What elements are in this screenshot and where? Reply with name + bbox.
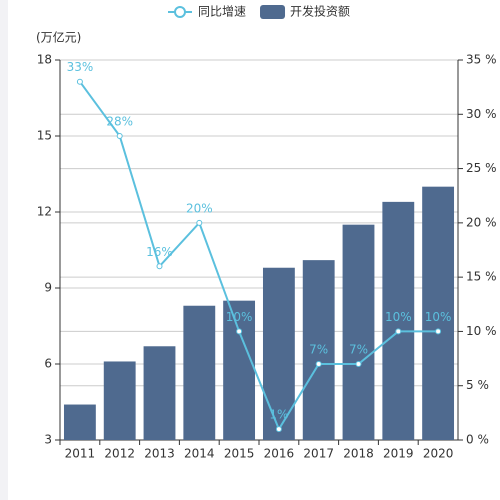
bar (183, 305, 216, 440)
x-tick-label: 2015 (224, 447, 255, 461)
y2-tick-label: 5 % (466, 378, 489, 392)
data-label: 20% (186, 201, 213, 215)
data-label: 10% (226, 310, 253, 324)
y2-tick-label: 15 % (466, 270, 497, 284)
x-tick-label: 2020 (423, 447, 454, 461)
y2-tick-label: 20 % (466, 215, 497, 229)
bar (223, 300, 256, 440)
x-tick-label: 2012 (104, 447, 135, 461)
line-point (196, 219, 203, 226)
line-point (236, 328, 243, 335)
bar (63, 404, 96, 440)
bar (103, 361, 136, 440)
line (79, 81, 439, 432)
y-axis-title: (万亿元) (36, 30, 81, 45)
data-label: 28% (106, 115, 133, 129)
data-label: 7% (309, 343, 328, 357)
x-tick-label: 2018 (343, 447, 374, 461)
legend-label: 同比增速 (198, 5, 246, 19)
data-label: 10% (385, 310, 412, 324)
line-point (435, 328, 442, 335)
data-label: 16% (146, 245, 173, 259)
data-label: 33% (67, 60, 94, 74)
x-tick-label: 2016 (264, 447, 295, 461)
line-point (315, 361, 322, 367)
legend-swatch (174, 6, 186, 18)
legend-label: 开发投资额 (290, 4, 350, 19)
y2-tick-label: 30 % (466, 107, 497, 121)
line-point (275, 426, 282, 433)
line-point (355, 361, 362, 367)
bar (143, 346, 176, 440)
y2-tick-label: 25 % (466, 161, 497, 175)
bar (302, 260, 335, 440)
y-tick-label: 12 (37, 205, 52, 219)
x-tick-label: 2017 (303, 447, 334, 461)
legend-swatch (260, 5, 286, 19)
y2-tick-label: 10 % (466, 324, 497, 338)
y2-tick-label: 0 % (466, 433, 489, 447)
y-tick-label: 6 (44, 357, 52, 371)
y-tick-label: 18 (37, 53, 52, 67)
bar (342, 224, 375, 440)
line-point (156, 263, 163, 270)
data-label: 10% (425, 310, 452, 324)
x-tick-label: 2011 (65, 447, 96, 461)
x-tick-label: 2019 (383, 447, 414, 461)
data-label: 7% (349, 343, 368, 357)
line-point (116, 133, 123, 139)
y-tick-label: 3 (44, 433, 52, 447)
y-tick-label: 15 (37, 129, 52, 143)
x-tick-label: 2014 (184, 447, 215, 461)
x-tick-label: 2013 (144, 447, 175, 461)
line-point (395, 328, 402, 335)
bar (382, 201, 415, 440)
data-label: 1% (269, 408, 288, 422)
side-strip (0, 0, 8, 500)
y2-tick-label: 35 % (466, 53, 497, 67)
line-point (76, 78, 83, 85)
bar (422, 186, 455, 440)
y-tick-label: 9 (44, 281, 52, 295)
